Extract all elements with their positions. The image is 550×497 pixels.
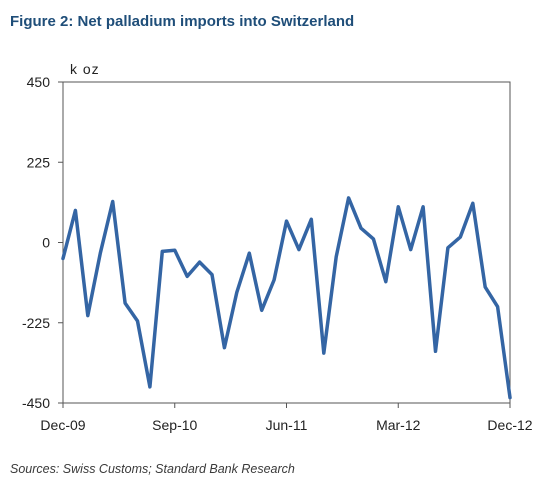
y-unit-label: k oz [70, 61, 100, 77]
x-tick-label: Dec-09 [40, 417, 85, 433]
x-tick-label: Jun-11 [266, 417, 308, 433]
y-tick-label: 0 [42, 235, 50, 251]
plot-frame [62, 81, 511, 404]
x-tick-label: Dec-12 [487, 417, 532, 433]
series-group [61, 196, 512, 400]
series-line [61, 196, 512, 400]
y-tick-label: -225 [22, 315, 50, 331]
plot-border [62, 81, 511, 404]
y-axis: 450 225 0 -225 -450 [22, 74, 63, 411]
y-tick-label: 225 [27, 154, 51, 170]
source-note: Sources: Swiss Customs; Standard Bank Re… [10, 462, 295, 476]
x-axis: Dec-09 Sep-10 Jun-11 Mar-12 Dec-12 [40, 403, 533, 433]
x-tick-label: Mar-12 [376, 417, 421, 433]
x-tick-label: Sep-10 [152, 417, 197, 433]
chart-title: Figure 2: Net palladium imports into Swi… [10, 13, 355, 30]
y-tick-label: -450 [22, 395, 50, 411]
y-tick-label: 450 [27, 74, 51, 90]
